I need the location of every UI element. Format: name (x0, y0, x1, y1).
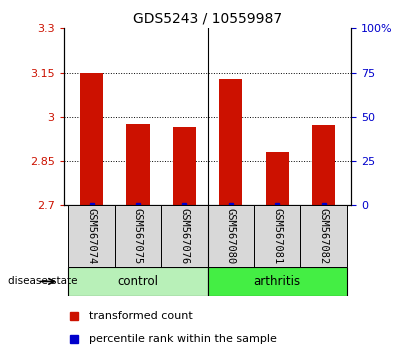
Text: arthritis: arthritis (254, 275, 301, 288)
Bar (68, 205, 115, 267)
Bar (80, 73, 103, 205)
Bar (266, 152, 289, 205)
Text: control: control (118, 275, 159, 288)
Bar (161, 205, 208, 267)
Text: transformed count: transformed count (90, 311, 193, 321)
Bar (173, 127, 196, 205)
Text: GSM567075: GSM567075 (133, 208, 143, 264)
Bar (115, 205, 161, 267)
Bar (208, 267, 347, 296)
Title: GDS5243 / 10559987: GDS5243 / 10559987 (133, 12, 282, 26)
Bar (254, 205, 300, 267)
Bar (208, 205, 254, 267)
Text: percentile rank within the sample: percentile rank within the sample (90, 334, 277, 344)
Bar (68, 267, 208, 296)
Text: disease state: disease state (8, 276, 78, 286)
Text: GSM567081: GSM567081 (272, 208, 282, 264)
Bar (219, 79, 242, 205)
Bar (300, 205, 347, 267)
Bar (126, 124, 150, 205)
Text: GSM567076: GSM567076 (179, 208, 189, 264)
Text: GSM567082: GSM567082 (319, 208, 328, 264)
Text: GSM567080: GSM567080 (226, 208, 236, 264)
Bar (312, 125, 335, 205)
Text: GSM567074: GSM567074 (87, 208, 97, 264)
